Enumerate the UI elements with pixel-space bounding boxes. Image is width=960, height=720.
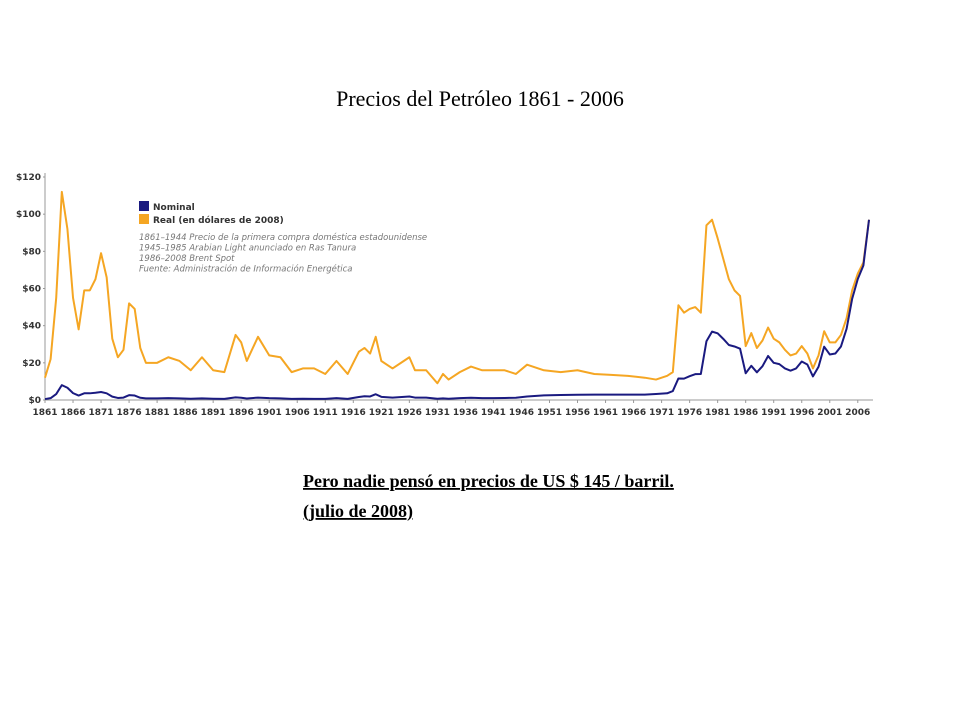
x-tick-label: 1961 (593, 408, 618, 418)
x-tick-label: 1941 (481, 408, 506, 418)
y-tick-label: $0 (28, 396, 41, 406)
legend-note: 1986–2008 Brent Spot (139, 254, 235, 264)
x-tick-label: 1921 (369, 408, 394, 418)
x-tick-label: 1931 (425, 408, 450, 418)
x-tick-label: 1911 (313, 408, 338, 418)
x-tick-label: 1986 (733, 408, 758, 418)
x-tick-label: 1981 (705, 408, 730, 418)
x-tick-label: 2001 (817, 408, 842, 418)
y-tick-label: $20 (22, 359, 41, 369)
chart-title: Precios del Petróleo 1861 - 2006 (336, 86, 624, 111)
y-tick-label: $120 (16, 173, 41, 183)
x-tick-label: 1976 (677, 408, 702, 418)
x-tick-label: 1896 (229, 408, 254, 418)
legend-label: Nominal (153, 203, 195, 213)
x-tick-label: 1991 (761, 408, 786, 418)
legend-label: Real (en dólares de 2008) (153, 215, 284, 226)
x-tick-label: 1956 (565, 408, 590, 418)
x-tick-label: 1901 (257, 408, 282, 418)
x-tick-label: 1946 (509, 408, 534, 418)
caption: (julio de 2008) (303, 501, 413, 522)
x-tick-label: 1866 (60, 408, 85, 418)
x-tick-label: 1996 (789, 408, 814, 418)
x-tick-label: 1926 (397, 408, 422, 418)
x-tick-label: 2006 (845, 408, 870, 418)
legend-swatch (139, 214, 149, 224)
series-line (44, 190, 870, 385)
x-tick-label: 1951 (537, 408, 562, 418)
series-line (44, 219, 870, 401)
x-tick-label: 1971 (649, 408, 674, 418)
x-tick-label: 1906 (285, 408, 310, 418)
x-tick-label: 1871 (89, 408, 114, 418)
legend-note: Fuente: Administración de Información En… (139, 264, 352, 275)
x-tick-label: 1891 (201, 408, 226, 418)
x-tick-label: 1886 (173, 408, 198, 418)
x-tick-label: 1966 (621, 408, 646, 418)
x-tick-label: 1876 (117, 408, 142, 418)
y-tick-label: $100 (16, 210, 41, 220)
x-tick-label: 1861 (32, 408, 57, 418)
legend-note: 1861–1944 Precio de la primera compra do… (139, 232, 427, 243)
x-tick-label: 1881 (145, 408, 170, 418)
x-tick-label: 1916 (341, 408, 366, 418)
legend-swatch (139, 201, 149, 211)
y-tick-label: $40 (22, 322, 41, 332)
y-tick-label: $80 (22, 247, 41, 257)
x-tick-label: 1936 (453, 408, 478, 418)
caption: Pero nadie pensó en precios de US $ 145 … (303, 471, 674, 491)
legend-note: 1945–1985 Arabian Light anunciado en Ras… (139, 244, 356, 254)
y-tick-label: $60 (22, 285, 41, 295)
